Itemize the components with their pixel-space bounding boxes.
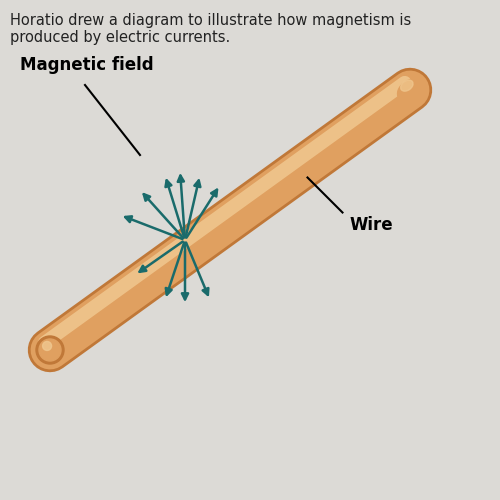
Text: Magnetic field: Magnetic field <box>20 56 154 74</box>
Text: Horatio drew a diagram to illustrate how magnetism is
produced by electric curre: Horatio drew a diagram to illustrate how… <box>10 12 411 45</box>
Circle shape <box>42 342 51 350</box>
Ellipse shape <box>400 80 413 91</box>
Circle shape <box>39 339 61 361</box>
Ellipse shape <box>398 79 422 101</box>
Text: Wire: Wire <box>350 216 394 234</box>
Circle shape <box>36 336 64 364</box>
